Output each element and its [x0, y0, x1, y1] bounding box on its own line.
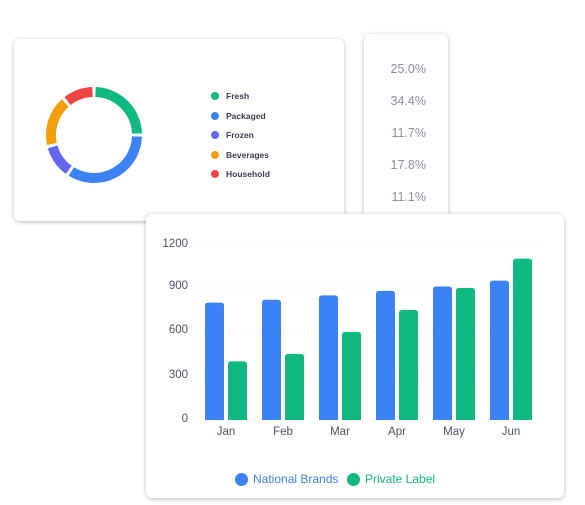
pct-beverages: 17.8%	[390, 158, 426, 172]
bar-national-brands-jan[interactable]	[205, 302, 224, 420]
legend-label: National Brands	[253, 472, 339, 486]
category-share-card: Fresh Packaged Frozen Beverages Household	[14, 39, 344, 221]
bar-private-label-jan[interactable]	[228, 361, 247, 420]
bar-national-brands-mar[interactable]	[319, 295, 338, 420]
monthly-sales-card: 1200 900 600 300 0 Jan Feb Mar Apr May J…	[146, 214, 564, 498]
x-tick-label: Mar	[330, 426, 350, 438]
donut-legend-item-household[interactable]: Household	[211, 167, 270, 181]
donut-slice-beverages[interactable]	[46, 99, 69, 146]
pct-packaged: 34.4%	[390, 94, 426, 108]
legend-dot	[211, 170, 219, 178]
y-tick-label: 0	[181, 413, 188, 425]
donut-chart	[46, 87, 142, 183]
pct-fresh: 25.0%	[390, 62, 426, 76]
legend-label: Private Label	[365, 472, 436, 486]
x-tick-label: Jun	[501, 426, 521, 438]
donut-slice-fresh[interactable]	[95, 87, 142, 134]
donut-slice-household[interactable]	[64, 87, 93, 106]
y-tick-label: 300	[168, 369, 188, 381]
legend-dot	[235, 472, 248, 486]
bar-chart	[198, 243, 541, 421]
legend-dot	[211, 92, 219, 100]
bar-private-label-jun[interactable]	[513, 258, 532, 420]
y-tick-label: 1200	[162, 238, 188, 250]
y-tick-label: 900	[168, 280, 188, 292]
legend-label: Fresh	[226, 91, 250, 101]
legend-national-brands[interactable]: National Brands	[235, 472, 338, 486]
x-tick-label: Apr	[388, 426, 406, 438]
pct-household: 11.1%	[391, 190, 426, 204]
legend-dot	[211, 111, 219, 120]
bar-private-label-may[interactable]	[456, 288, 475, 420]
legend-label: Packaged	[226, 110, 266, 121]
donut-slice-packaged[interactable]	[68, 136, 142, 183]
bar-national-brands-jun[interactable]	[490, 280, 509, 420]
x-tick-label: Jan	[216, 426, 236, 438]
pct-frozen: 11.7%	[391, 126, 426, 140]
legend-private-label[interactable]: Private Label	[347, 472, 435, 486]
bar-private-label-mar[interactable]	[342, 332, 361, 420]
legend-label: Household	[226, 169, 270, 179]
legend-label: Frozen	[226, 130, 254, 140]
legend-dot	[211, 131, 219, 139]
legend-dot	[347, 472, 360, 486]
donut-slice-frozen[interactable]	[47, 145, 72, 174]
donut-legend-item-fresh[interactable]: Fresh	[211, 89, 249, 103]
donut-legend-item-frozen[interactable]: Frozen	[211, 128, 254, 142]
x-tick-label: Feb	[273, 426, 293, 438]
share-percentages-card: 25.0% 34.4% 11.7% 17.8% 11.1%	[364, 34, 448, 224]
bar-private-label-feb[interactable]	[285, 354, 304, 420]
donut-legend-item-packaged[interactable]: Packaged	[211, 109, 266, 123]
x-tick-label: May	[443, 426, 465, 438]
bar-national-brands-apr[interactable]	[376, 290, 395, 420]
donut-legend-item-beverages[interactable]: Beverages	[211, 148, 269, 162]
bar-national-brands-may[interactable]	[433, 286, 452, 420]
bar-private-label-apr[interactable]	[399, 310, 418, 420]
legend-label: Beverages	[226, 149, 270, 160]
legend-dot	[211, 150, 219, 159]
bar-national-brands-feb[interactable]	[262, 299, 281, 420]
y-tick-label: 600	[168, 324, 188, 336]
